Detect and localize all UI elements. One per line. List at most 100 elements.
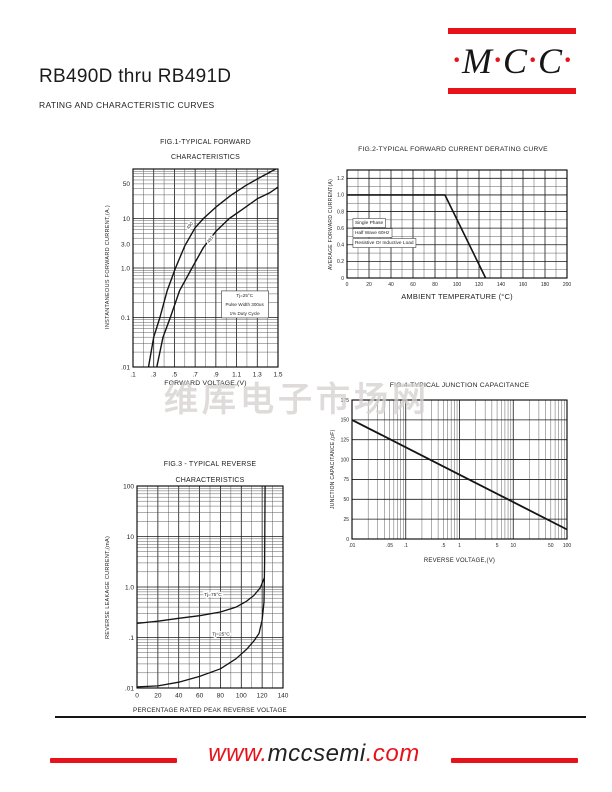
svg-text:0.6: 0.6 xyxy=(337,226,344,232)
svg-text:1.0: 1.0 xyxy=(337,193,344,199)
svg-text:Half Wave 60Hz: Half Wave 60Hz xyxy=(355,230,390,236)
fig4-title: FIG.4-TYPICAL JUNCTION CAPACITANCE xyxy=(389,382,530,389)
svg-text:.1: .1 xyxy=(404,543,408,549)
svg-text:.05: .05 xyxy=(386,543,393,549)
svg-text:3.0: 3.0 xyxy=(121,242,130,249)
svg-text:160: 160 xyxy=(519,282,528,288)
svg-text:100: 100 xyxy=(453,282,462,288)
svg-text:100: 100 xyxy=(341,457,350,463)
svg-text:1.1: 1.1 xyxy=(232,372,241,379)
svg-text:10: 10 xyxy=(127,534,135,541)
svg-text:200: 200 xyxy=(563,282,572,288)
svg-text:75: 75 xyxy=(343,477,349,483)
svg-text:1.2: 1.2 xyxy=(337,176,344,182)
svg-text:40: 40 xyxy=(388,282,394,288)
svg-text:490: 490 xyxy=(186,221,195,230)
logo-letter-c1: C xyxy=(502,41,527,81)
series-curve xyxy=(347,194,487,279)
fig4-y-axis-label: JUNCTION CAPACITANCE,(pF) xyxy=(330,429,336,509)
svg-text:.1: .1 xyxy=(129,635,135,642)
svg-text:Tj=25°C: Tj=25°C xyxy=(236,293,253,298)
logo-letters: · M · C · C · xyxy=(446,35,578,87)
series-curve xyxy=(147,168,277,368)
footer-url-com[interactable]: .com xyxy=(365,740,420,767)
svg-text:180: 180 xyxy=(541,282,550,288)
series-curve xyxy=(351,419,568,531)
svg-text:0: 0 xyxy=(346,282,349,288)
footer-right-bar xyxy=(451,758,578,763)
fig2-y-axis-label: AVERAGE FORWARD CURRENT(A) xyxy=(328,178,334,270)
logo-top-bar xyxy=(448,28,576,34)
footer-url-www[interactable]: www. xyxy=(208,740,268,767)
svg-text:.1: .1 xyxy=(130,372,136,379)
svg-text:120: 120 xyxy=(257,693,268,700)
logo-dot: · xyxy=(564,45,572,76)
fig2-chart: 0 20 40 60 80 100 120 140 160 180 200 0 0.2 0.4 0.6 0.8… xyxy=(337,169,572,288)
svg-text:0: 0 xyxy=(135,693,139,700)
svg-text:40: 40 xyxy=(175,693,183,700)
fig3-title-line1: FIG.3 - TYPICAL REVERSE xyxy=(163,461,257,468)
svg-text:50: 50 xyxy=(548,543,554,549)
series-curve xyxy=(136,485,266,688)
fig1-x-axis-label: FORWARD VOLTAGE,(V) xyxy=(164,380,247,387)
logo-dot: · xyxy=(529,45,536,76)
footer-url[interactable]: www.mccsemi.com xyxy=(176,740,452,768)
svg-text:1.0: 1.0 xyxy=(121,265,130,272)
svg-text:0.8: 0.8 xyxy=(337,209,344,215)
figure-2-derating-curve: FIG.2-TYPICAL FORWARD CURRENT DERATING C… xyxy=(323,146,583,308)
svg-text:1.3: 1.3 xyxy=(253,372,262,379)
svg-text:20: 20 xyxy=(154,693,162,700)
svg-text:1: 1 xyxy=(458,543,461,549)
svg-text:50: 50 xyxy=(343,497,349,503)
svg-text:Pulse Width 300us: Pulse Width 300us xyxy=(225,302,264,307)
fig3-y-axis-label: REVERSE LEAKAGE CURRENT,(mA) xyxy=(105,535,111,640)
svg-text:.3: .3 xyxy=(151,372,157,379)
svg-text:0: 0 xyxy=(346,537,349,543)
fig3-title-line2: CHARACTERISTICS xyxy=(175,477,245,484)
fig1-y-axis-label: INSTANTANEOUS FORWARD CURRENT,(A.) xyxy=(105,205,111,329)
page-subtitle: RATING AND CHARACTERISTIC CURVES xyxy=(39,100,215,110)
fig1-title-line2: CHARACTERISTICS xyxy=(170,154,241,161)
svg-text:0.4: 0.4 xyxy=(337,243,344,249)
svg-text:Tj=25°C: Tj=25°C xyxy=(212,631,230,637)
svg-text:60: 60 xyxy=(196,693,204,700)
svg-text:50: 50 xyxy=(123,181,131,188)
fig1-chart: .1 .3 .5 .7 .9 1.1 1.3 1.5 50 10 3.0 1.0 0.1 .01 490 49… xyxy=(121,168,283,379)
footer-left-bar xyxy=(50,758,177,763)
svg-text:20: 20 xyxy=(366,282,372,288)
logo-dot: · xyxy=(452,45,460,76)
svg-text:125: 125 xyxy=(341,438,350,444)
svg-text:0: 0 xyxy=(341,276,344,282)
svg-text:.9: .9 xyxy=(213,372,219,379)
fig3-chart: 0 20 40 60 80 100 120 140 100 10 1.0 .1 .01 Tj=75°C Tj… xyxy=(123,483,289,700)
svg-text:0.1: 0.1 xyxy=(121,315,130,322)
svg-text:.01: .01 xyxy=(349,543,356,549)
svg-text:60: 60 xyxy=(410,282,416,288)
fig4-chart: .01 .05 .1 .5 1 5 10 50 100 0 25 50 75 100 125 150 175 xyxy=(341,398,572,549)
svg-text:120: 120 xyxy=(475,282,484,288)
svg-text:25: 25 xyxy=(343,517,349,523)
svg-text:1% Duty Cycle: 1% Duty Cycle xyxy=(230,311,261,316)
logo-bottom-bar xyxy=(448,88,576,94)
svg-text:175: 175 xyxy=(341,398,350,404)
svg-text:1.5: 1.5 xyxy=(273,372,282,379)
footer-divider xyxy=(55,716,586,718)
svg-text:Resistive Or Inductive Load: Resistive Or Inductive Load xyxy=(355,240,414,246)
fig2-x-axis-label: AMBIENT TEMPERATURE (°C) xyxy=(401,292,513,301)
footer-url-domain[interactable]: mccsemi xyxy=(267,740,366,767)
svg-text:10: 10 xyxy=(123,216,131,223)
series-curve xyxy=(136,577,265,625)
svg-text:140: 140 xyxy=(497,282,506,288)
fig3-x-axis-label: PERCENTAGE RATED PEAK REVERSE VOLTAGE xyxy=(133,707,287,714)
svg-text:150: 150 xyxy=(341,418,350,424)
svg-text:Tj=75°C: Tj=75°C xyxy=(204,592,222,598)
svg-text:80: 80 xyxy=(217,693,225,700)
mcc-logo: · M · C · C · xyxy=(446,28,578,94)
svg-text:.7: .7 xyxy=(192,372,198,379)
footer-logo: www.mccsemi.com xyxy=(0,740,612,774)
svg-text:491: 491 xyxy=(206,234,215,243)
series-curve xyxy=(156,186,279,368)
svg-text:.5: .5 xyxy=(441,543,445,549)
svg-text:10: 10 xyxy=(511,543,517,549)
